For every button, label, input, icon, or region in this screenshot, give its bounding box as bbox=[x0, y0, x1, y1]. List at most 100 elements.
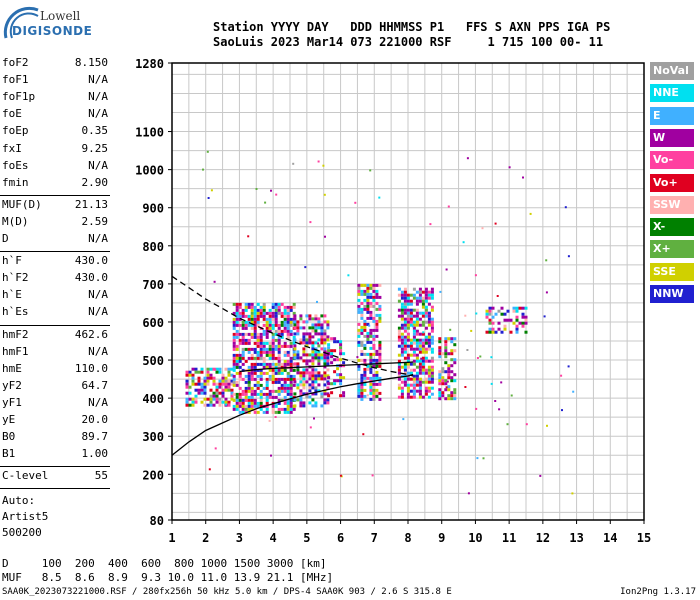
echo-point bbox=[241, 377, 245, 381]
echo-point bbox=[292, 162, 295, 165]
header-line1: Station YYYY DAY DDD HHMMSS P1 FFS S AXN… bbox=[213, 20, 611, 34]
echo-point bbox=[424, 338, 428, 342]
echo-point bbox=[330, 361, 334, 365]
echo-point bbox=[424, 290, 428, 294]
echo-point bbox=[244, 392, 248, 396]
echo-point bbox=[424, 389, 428, 393]
echo-point bbox=[366, 292, 370, 296]
echo-point bbox=[247, 410, 251, 414]
echo-point bbox=[268, 419, 271, 422]
echo-point bbox=[357, 367, 361, 371]
echo-point bbox=[509, 318, 513, 322]
echo-point bbox=[357, 388, 361, 392]
echo-point bbox=[400, 350, 404, 354]
echo-point bbox=[286, 305, 290, 309]
echo-point bbox=[421, 341, 425, 345]
echo-point bbox=[336, 367, 340, 371]
echo-point bbox=[250, 356, 254, 360]
echo-point bbox=[311, 347, 315, 351]
echo-point bbox=[400, 392, 404, 396]
echo-point bbox=[406, 308, 410, 312]
param-value: 2.90 bbox=[81, 175, 109, 189]
y-tick-label: 80 bbox=[150, 514, 164, 528]
echo-point bbox=[283, 329, 287, 333]
echo-point bbox=[289, 368, 293, 372]
echo-point bbox=[357, 292, 361, 296]
param-name: B0 bbox=[2, 430, 16, 444]
echo-point bbox=[268, 374, 272, 378]
echo-point bbox=[369, 397, 373, 401]
echo-point bbox=[296, 368, 300, 372]
echo-point bbox=[218, 382, 222, 386]
echo-point bbox=[302, 338, 306, 342]
echo-point bbox=[314, 317, 318, 321]
echo-point bbox=[224, 385, 228, 389]
echo-point bbox=[326, 374, 330, 378]
echo-point bbox=[369, 346, 373, 350]
echo-point bbox=[375, 352, 379, 356]
echo-point bbox=[323, 374, 327, 378]
echo-point bbox=[314, 314, 318, 318]
echo-point bbox=[206, 379, 210, 383]
echo-point bbox=[302, 353, 306, 357]
echo-point bbox=[320, 356, 324, 360]
echo-point bbox=[305, 371, 309, 375]
echo-point bbox=[372, 352, 376, 356]
param-value: 0.35 bbox=[81, 124, 109, 138]
param-value: N/A bbox=[88, 73, 108, 87]
echo-point bbox=[280, 386, 284, 390]
echo-point bbox=[314, 347, 318, 351]
echo-point bbox=[397, 314, 401, 318]
echo-point bbox=[244, 338, 248, 342]
echo-point bbox=[311, 323, 315, 327]
echo-point bbox=[209, 376, 213, 380]
echo-point bbox=[232, 383, 236, 387]
echo-point bbox=[244, 389, 248, 393]
echo-point bbox=[305, 359, 309, 363]
echo-point bbox=[250, 332, 254, 336]
echo-point bbox=[360, 325, 364, 329]
echo-point bbox=[515, 315, 519, 319]
echo-point bbox=[203, 388, 207, 392]
echo-point bbox=[286, 383, 290, 387]
echo-point bbox=[232, 344, 236, 348]
muf-table: D 100 200 400 600 800 1000 1500 3000 [km… bbox=[2, 557, 333, 585]
echo-point bbox=[418, 287, 422, 291]
echo-point bbox=[289, 407, 293, 411]
echo-point bbox=[539, 474, 542, 477]
echo-point bbox=[265, 311, 269, 315]
echo-point bbox=[363, 292, 367, 296]
echo-point bbox=[418, 380, 422, 384]
echo-point bbox=[304, 266, 307, 269]
x-tick-label: 5 bbox=[303, 531, 310, 545]
echo-point bbox=[438, 388, 442, 392]
echo-point bbox=[296, 332, 300, 336]
echo-point bbox=[360, 397, 364, 401]
echo-point bbox=[274, 356, 278, 360]
echo-point bbox=[283, 350, 287, 354]
echo-point bbox=[424, 347, 428, 351]
echo-point bbox=[498, 408, 501, 411]
echo-point bbox=[406, 362, 410, 366]
echo-point bbox=[400, 302, 404, 306]
echo-point bbox=[286, 329, 290, 333]
param-name: C-level bbox=[2, 469, 49, 483]
echo-point bbox=[244, 308, 248, 312]
echo-point bbox=[238, 398, 242, 402]
echo-point bbox=[320, 314, 324, 318]
echo-point bbox=[289, 383, 293, 387]
echo-point bbox=[286, 359, 290, 363]
echo-point bbox=[302, 374, 306, 378]
echo-point bbox=[264, 201, 267, 204]
echo-point bbox=[280, 383, 284, 387]
echo-point bbox=[453, 337, 457, 341]
echo-point bbox=[372, 343, 376, 347]
echo-point bbox=[296, 329, 300, 333]
echo-point bbox=[244, 347, 248, 351]
echo-point bbox=[253, 347, 257, 351]
echo-point bbox=[283, 383, 287, 387]
echo-point bbox=[375, 349, 379, 353]
echo-point bbox=[277, 344, 281, 348]
echo-point bbox=[403, 293, 407, 297]
echo-point bbox=[230, 382, 234, 386]
